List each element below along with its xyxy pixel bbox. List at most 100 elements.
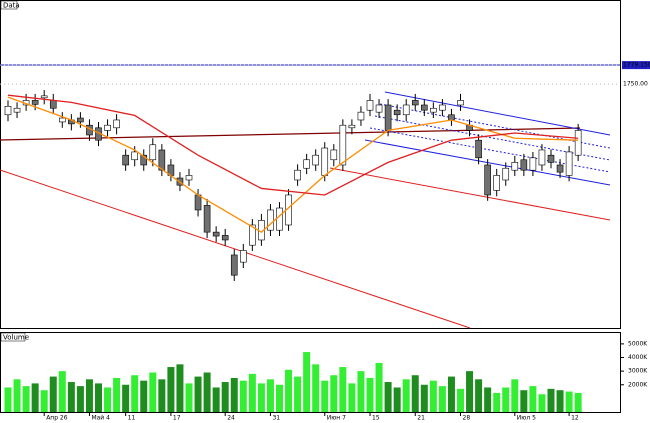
volume-bar (85, 379, 93, 412)
volume-bar (176, 364, 184, 412)
candle-body (104, 124, 111, 131)
candle-body (574, 130, 582, 156)
price-frame (0, 0, 621, 329)
volume-bar (348, 383, 356, 412)
x-tick-label: 17 (173, 415, 181, 422)
volume-bar (457, 388, 464, 412)
volume-bar (484, 387, 492, 412)
volume-bar (402, 379, 410, 412)
candle-body (113, 119, 120, 129)
candle-body (420, 104, 428, 111)
volume-bar (520, 390, 528, 412)
volume-bar (122, 384, 130, 412)
candle-body (384, 104, 392, 131)
volume-bar (493, 392, 501, 412)
volume-bar (230, 377, 238, 412)
x-tick-label: 24 (227, 415, 235, 422)
candle-body (221, 235, 229, 241)
x-tick-label: Июл 5 (517, 415, 536, 422)
candle-body (493, 175, 501, 191)
volume-bar (330, 375, 338, 412)
volume-bar (285, 369, 293, 412)
candle-body (520, 159, 528, 171)
candle-body (40, 95, 48, 99)
volume-bar (257, 383, 265, 412)
volume-bar (511, 379, 519, 412)
volume-bar (529, 386, 537, 412)
volume-bar (538, 394, 546, 412)
candle-body (330, 149, 338, 161)
volume-bar (565, 391, 573, 412)
y-tick-label: 5000K (628, 340, 648, 347)
candle-body (393, 109, 401, 116)
candle-body (4, 105, 12, 116)
candle-body (411, 100, 419, 106)
x-tick-label: Июн 7 (327, 415, 346, 422)
candle-body (475, 139, 482, 159)
volume-bar (466, 371, 474, 412)
chart-title: Data (3, 2, 20, 10)
candle-body (303, 159, 310, 169)
candle-body (122, 154, 129, 166)
candle-body (131, 151, 138, 161)
volume-bar (49, 376, 57, 412)
volume-bar (447, 376, 455, 412)
candle-body (149, 144, 157, 161)
moving-average (7, 96, 579, 233)
candle-body (249, 224, 256, 246)
volume-bar (239, 380, 247, 412)
volume-bar (31, 383, 39, 412)
candle-body (511, 162, 519, 171)
candle-body (267, 209, 274, 231)
x-tick-label: 12 (571, 415, 579, 422)
x-tick-label: 21 (417, 415, 425, 422)
candle-body (158, 149, 166, 171)
x-tick-label: 31 (272, 415, 280, 422)
volume-title: Volume (3, 334, 29, 342)
candle-body (357, 111, 365, 121)
volume-bar (357, 371, 365, 412)
trend-line (329, 167, 611, 221)
candle-body (375, 104, 383, 113)
candle-body (547, 154, 555, 163)
candle-body (402, 104, 410, 116)
volume-bar (502, 387, 510, 412)
candle-body (366, 100, 374, 111)
volume-bar (212, 387, 220, 412)
y-tick-label: 2000K (628, 381, 648, 388)
volume-bar (221, 382, 229, 412)
candle-body (294, 169, 301, 181)
channel-line (379, 103, 611, 149)
title-box (0, 332, 26, 342)
x-tick-label: Май 4 (91, 415, 110, 422)
volume-bar (366, 377, 374, 412)
volume-bar (475, 379, 483, 412)
x-tick-label: Апр 26 (46, 415, 68, 422)
volume-bar (384, 382, 392, 412)
volume-bar (393, 387, 401, 412)
volume-bar (22, 386, 30, 412)
candle-body (212, 231, 220, 237)
volume-bar (113, 377, 121, 412)
volume-bar (276, 384, 283, 412)
candle-body (321, 147, 329, 176)
y-tick-label: 1779.1500 (623, 62, 650, 69)
candle-body (457, 100, 464, 106)
x-tick-label: 11 (128, 415, 136, 422)
x-tick-label: 28 (463, 415, 471, 422)
candle-body (276, 207, 283, 231)
volume-bar (203, 372, 211, 412)
candle-body (439, 104, 446, 111)
x-tick-label: 15 (372, 415, 380, 422)
volume-bar (547, 388, 555, 412)
volume-bar (574, 392, 582, 412)
title-box (0, 0, 18, 10)
volume-bar (140, 380, 148, 412)
volume-bar (194, 376, 202, 412)
tick-box (622, 80, 650, 89)
volume-bar (167, 367, 175, 412)
candle-body (49, 100, 57, 109)
volume-bar (131, 375, 139, 412)
